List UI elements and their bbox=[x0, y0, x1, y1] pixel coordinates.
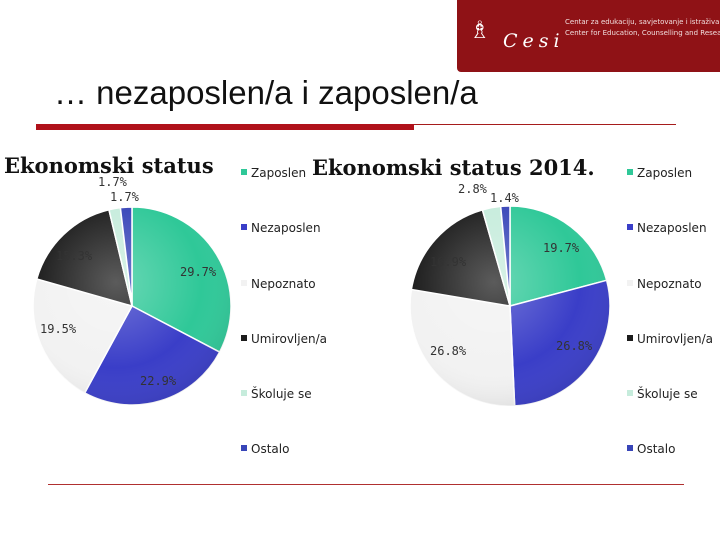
chart1-legend-swatch-nepoznato bbox=[241, 280, 247, 286]
chart2-pie bbox=[409, 205, 611, 407]
chart1-label-ostalo: 1.7% bbox=[110, 190, 140, 204]
chart1-legend-ostalo: Ostalo bbox=[251, 442, 289, 456]
chart1-label-zaposlen: 29.7% bbox=[180, 265, 217, 279]
chart2-legend-ostalo: Ostalo bbox=[637, 442, 675, 456]
chart2-legend-swatch-umirovljen bbox=[627, 335, 633, 341]
chart1-legend-umirovljen: Umirovljen/a bbox=[251, 332, 327, 346]
chart2-legend-swatch-nezaposlen bbox=[627, 224, 633, 230]
chart2-legend-swatch-zaposlen bbox=[627, 169, 633, 175]
chart1-legend-swatch-nezaposlen bbox=[241, 224, 247, 230]
chart1-legend-swatch-skoluje-se bbox=[241, 390, 247, 396]
title-accent-bar bbox=[36, 124, 414, 130]
chart2-label-zaposlen: 19.7% bbox=[543, 241, 580, 255]
chart1-legend-swatch-ostalo bbox=[241, 445, 247, 451]
chart2-legend-skoluje-se: Školuje se bbox=[637, 386, 698, 401]
chart2-legend-nepoznato: Nepoznato bbox=[637, 277, 702, 291]
chart2-legend-umirovljen: Umirovljen/a bbox=[637, 332, 713, 346]
chart2-legend-swatch-skoluje-se bbox=[627, 390, 633, 396]
logo-subtitle-line1: Centar za edukaciju, savjetovanje i istr… bbox=[565, 18, 720, 26]
chart1-label-umirovljen: 15.3% bbox=[56, 249, 93, 263]
chart2-label-nezaposlen: 26.8% bbox=[556, 339, 593, 353]
chart1-legend-swatch-umirovljen bbox=[241, 335, 247, 341]
chart1-legend-nezaposlen: Nezaposlen bbox=[251, 221, 321, 235]
chart1-label-skoluje-se: 1.7% bbox=[98, 175, 128, 189]
chart2-legend-nezaposlen: Nezaposlen bbox=[637, 221, 707, 235]
chart2-legend-swatch-ostalo bbox=[627, 445, 633, 451]
bottom-rule bbox=[48, 484, 684, 485]
chart2-label-ostalo: 1.4% bbox=[490, 191, 520, 205]
chart1-pie bbox=[32, 206, 232, 406]
logo-subtitle: Centar za edukaciju, savjetovanje i istr… bbox=[565, 17, 720, 39]
chart2-legend-swatch-nepoznato bbox=[627, 280, 633, 286]
chart1-label-nepoznato: 19.5% bbox=[40, 322, 77, 336]
chart1-legend: Zaposlen Nezaposlen Nepoznato Umirovljen… bbox=[241, 166, 327, 456]
figure-icon: ♗ bbox=[469, 16, 491, 44]
chart2-label-nepoznato: 26.8% bbox=[430, 344, 467, 358]
logo-subtitle-line2: Center for Education, Counselling and Re… bbox=[565, 29, 720, 37]
chart1-title: Ekonomski status bbox=[4, 153, 214, 178]
chart2-label-skoluje-se: 2.8% bbox=[458, 182, 488, 196]
chart1-legend-zaposlen: Zaposlen bbox=[251, 166, 306, 180]
chart2-title: Ekonomski status 2014. bbox=[312, 155, 595, 180]
chart2-legend: Zaposlen Nezaposlen Nepoznato Umirovljen… bbox=[627, 166, 713, 456]
chart2-label-umirovljen: 16.9% bbox=[430, 255, 467, 269]
slide-title: … nezaposlen/a i zaposlen/a bbox=[54, 74, 478, 111]
chart2-legend-zaposlen: Zaposlen bbox=[637, 166, 692, 180]
chart1-legend-nepoznato: Nepoznato bbox=[251, 277, 316, 291]
logo-name: Cesi bbox=[503, 30, 565, 52]
chart1-legend-swatch-zaposlen bbox=[241, 169, 247, 175]
chart1-label-nezaposlen: 22.9% bbox=[140, 374, 177, 388]
logo: ♗ Cesi Centar za edukaciju, savjetovanje… bbox=[457, 0, 720, 72]
chart1-legend-skoluje-se: Školuje se bbox=[251, 386, 312, 401]
